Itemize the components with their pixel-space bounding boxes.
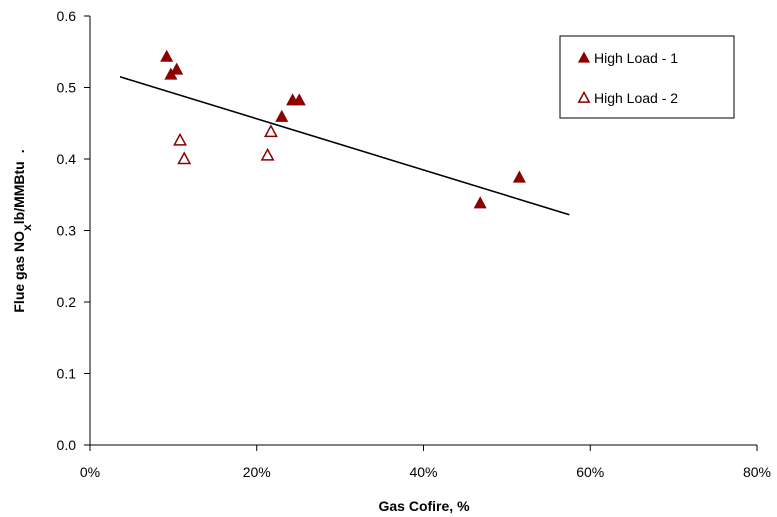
x-tick-label: 0% bbox=[80, 464, 100, 480]
legend-label: High Load - 1 bbox=[594, 50, 678, 66]
trendline bbox=[119, 76, 570, 216]
x-axis-ticks: 0% 20% 40% 60% 80% bbox=[80, 445, 771, 480]
y-axis-title-subscript: x bbox=[20, 224, 34, 231]
x-tick-label: 60% bbox=[576, 464, 604, 480]
y-tick-label: 0.2 bbox=[57, 294, 77, 310]
y-axis-title: Flue gas NOxlb/MMBtu. bbox=[11, 149, 34, 312]
data-point-marker bbox=[292, 93, 306, 106]
data-point-marker bbox=[263, 124, 278, 138]
y-tick-label: 0.5 bbox=[57, 80, 77, 96]
legend-box bbox=[559, 35, 735, 119]
series-1-points bbox=[160, 49, 526, 209]
y-tick-label: 0.4 bbox=[57, 151, 77, 167]
x-axis-title: Gas Cofire, % bbox=[378, 498, 470, 514]
data-point-marker bbox=[160, 49, 174, 62]
data-point-marker bbox=[473, 196, 487, 209]
legend-label: High Load - 2 bbox=[594, 90, 678, 106]
data-point-marker bbox=[173, 132, 188, 146]
legend-marker bbox=[577, 51, 591, 63]
y-tick-label: 0.1 bbox=[57, 366, 77, 382]
y-tick-label: 0.3 bbox=[57, 223, 77, 239]
data-point-marker bbox=[275, 109, 289, 122]
x-tick-label: 80% bbox=[743, 464, 771, 480]
y-axis-title-trail: . bbox=[11, 149, 27, 153]
data-point-marker bbox=[170, 62, 184, 75]
data-point-marker bbox=[512, 170, 526, 183]
legend: High Load - 1 High Load - 2 bbox=[559, 35, 735, 119]
trendline-layer bbox=[119, 76, 570, 216]
y-tick-label: 0.0 bbox=[57, 437, 77, 453]
y-tick-label: 0.6 bbox=[57, 8, 77, 24]
y-axis-ticks: 0.0 0.1 0.2 0.3 0.4 0.5 0.6 bbox=[57, 8, 90, 453]
data-point-marker bbox=[177, 151, 192, 165]
x-tick-label: 40% bbox=[409, 464, 437, 480]
y-axis-title-unit: lb/MMBtu bbox=[11, 161, 27, 224]
data-point-marker bbox=[260, 147, 275, 161]
x-tick-label: 20% bbox=[243, 464, 271, 480]
legend-marker bbox=[577, 90, 591, 103]
data-points bbox=[160, 49, 526, 209]
series-2-points bbox=[173, 124, 278, 165]
y-axis-title-main: Flue gas NO bbox=[11, 231, 27, 313]
